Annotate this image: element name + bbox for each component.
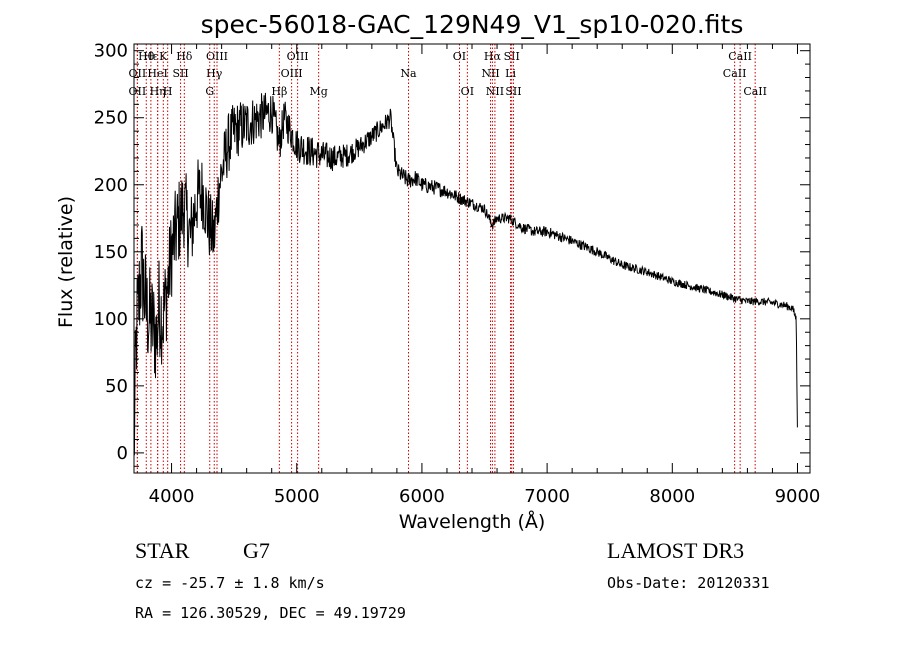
line-marker-label: NII: [481, 67, 499, 80]
object-class: STAR: [135, 538, 190, 563]
x-tick-label: 4000: [149, 486, 195, 507]
line-marker-label: Mg: [309, 85, 327, 98]
x-axis: 4000 5000 6000 7000 8000 9000: [149, 44, 821, 507]
line-marker-label: G: [205, 85, 214, 98]
y-tick-label: 0: [117, 443, 128, 464]
y-tick-label: 250: [94, 108, 128, 129]
line-marker-label: Na: [400, 67, 417, 80]
y-tick-label: 50: [105, 376, 128, 397]
line-marker-label: K: [159, 50, 168, 63]
x-tick-label: 5000: [274, 486, 320, 507]
plot-frame: [133, 43, 811, 474]
line-marker-label: OI: [461, 85, 474, 98]
line-marker-label: Hε: [143, 50, 159, 63]
chart-title: spec-56018-GAC_129N49_V1_sp10-020.fits: [201, 10, 744, 39]
line-marker-label: NII: [486, 85, 504, 98]
line-marker-label: SII: [172, 67, 188, 80]
line-marker-label: Hβ: [271, 85, 287, 98]
x-tick-label: 8000: [649, 486, 695, 507]
line-marker-label: SII: [505, 85, 521, 98]
line-marker-label: H: [163, 85, 173, 98]
line-marker-label: Hα: [484, 50, 502, 63]
coordinates: RA = 126.30529, DEC = 49.19729: [135, 604, 406, 622]
x-tick-label: 7000: [524, 486, 570, 507]
x-tick-label: 9000: [775, 486, 821, 507]
object-subclass: G7: [243, 538, 270, 563]
line-marker-label: Hθ: [138, 50, 155, 63]
x-tick-label: 6000: [399, 486, 445, 507]
line-marker-label: OI: [453, 50, 466, 63]
line-marker-label: CaII: [743, 85, 767, 98]
line-marker-label: OIII: [281, 67, 303, 80]
line-marker-label: Hη: [150, 85, 166, 98]
y-tick-label: 100: [94, 309, 128, 330]
redshift-velocity: cz = -25.7 ± 1.8 km/s: [135, 574, 325, 592]
line-marker-label: CaII: [728, 50, 752, 63]
survey-name: LAMOST DR3: [607, 538, 745, 563]
line-marker-label: OIII: [287, 50, 309, 63]
x-axis-label: Wavelength (Å): [399, 510, 546, 533]
spectrum-series: [133, 92, 798, 456]
line-marker-label: SII: [504, 50, 520, 63]
line-marker-label: CaII: [723, 67, 747, 80]
line-marker-label: OII: [129, 85, 147, 98]
line-marker-label: Li: [505, 67, 516, 80]
line-marker-label: OIII: [206, 50, 228, 63]
observation-date: Obs-Date: 20120331: [607, 574, 770, 592]
spectrum-line: [133, 92, 798, 456]
y-axis-label: Flux (relative): [55, 196, 77, 328]
line-marker-label: Hγ: [206, 67, 223, 80]
y-tick-label: 300: [94, 41, 128, 62]
y-tick-label: 200: [94, 175, 128, 196]
y-axis: 0 50 100 150 200 250 300: [94, 41, 810, 467]
y-tick-label: 150: [94, 242, 128, 263]
line-marker-label: Hδ: [176, 50, 193, 63]
